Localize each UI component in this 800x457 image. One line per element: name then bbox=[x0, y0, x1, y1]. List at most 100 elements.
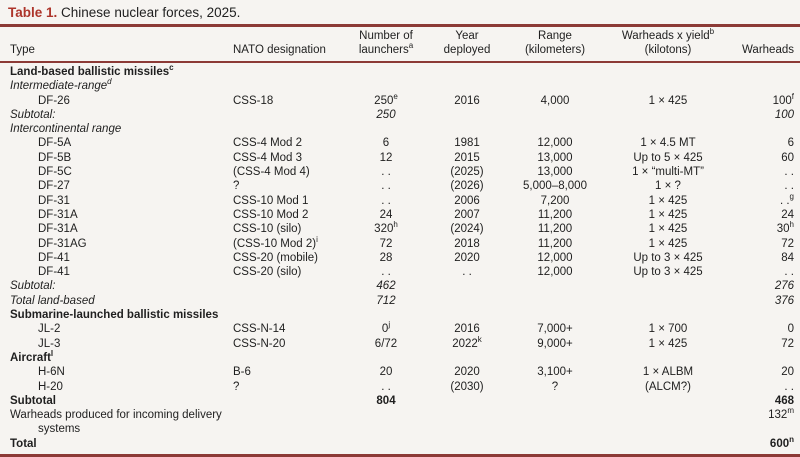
table-row: Total land-based 712 376 bbox=[0, 294, 800, 308]
cell-nato-designation: CSS-4 Mod 2 bbox=[233, 137, 303, 150]
column-header-range: Range (kilometers) bbox=[524, 30, 586, 56]
column-header-type: Type bbox=[10, 43, 35, 56]
table-row: DF-41 CSS-20 (mobile) 28 2020 12,000 Up to 3 … bbox=[0, 251, 800, 265]
table-row: Land-based ballistic missilesc bbox=[0, 64, 800, 79]
cell-range: 11,200 bbox=[537, 237, 573, 250]
cell-type: Subtotal bbox=[10, 394, 56, 407]
cell-nato-designation: CSS-20 (silo) bbox=[233, 266, 302, 279]
cell-type: Intermediate-ranged bbox=[10, 77, 112, 93]
cell-warheads: . . bbox=[784, 266, 794, 279]
cell-warheads: 6 bbox=[787, 137, 794, 150]
cell-launchers: 804 bbox=[376, 394, 396, 407]
table-row: Subtotal: 462 276 bbox=[0, 279, 800, 293]
cell-year-deployed: 2016 bbox=[454, 94, 480, 107]
cell-type: JL-3 bbox=[38, 337, 61, 350]
cell-warheads-yield: 1 × 425 bbox=[648, 237, 688, 250]
cell-range: 12,000 bbox=[537, 251, 573, 264]
cell-type: DF-5B bbox=[38, 151, 72, 164]
cell-launchers: . . bbox=[381, 266, 391, 279]
cell-type: DF-5A bbox=[38, 137, 72, 150]
cell-launchers: 250e bbox=[374, 91, 398, 107]
table-body: Land-based ballistic missilesc Intermedia… bbox=[0, 63, 800, 451]
cell-launchers: 72 bbox=[379, 237, 393, 250]
table-row: JL-2 CSS-N-14 0j 2016 7,000+ 1 × 700 0 bbox=[0, 320, 800, 336]
cell-type: H-20 bbox=[38, 380, 63, 393]
cell-warheads: 100f bbox=[772, 91, 794, 107]
cell-nato-designation: CSS-20 (mobile) bbox=[233, 251, 318, 264]
cell-warheads-yield: (ALCM?) bbox=[644, 380, 691, 393]
cell-warheads: . . bbox=[784, 180, 794, 193]
cell-year-deployed: 2020 bbox=[454, 366, 480, 379]
cell-type: Total bbox=[10, 437, 37, 450]
cell-launchers: 6/72 bbox=[374, 337, 398, 350]
table-row: DF-31 CSS-10 Mod 1 . . 2006 7,200 1 × 425 . .g bbox=[0, 191, 800, 208]
caption-text: Chinese nuclear forces, 2025. bbox=[57, 5, 241, 20]
table-row: Total 600n bbox=[0, 434, 800, 451]
cell-year-deployed: 1981 bbox=[454, 137, 480, 150]
cell-year-deployed: 2015 bbox=[454, 151, 480, 164]
cell-nato-designation: B-6 bbox=[233, 366, 251, 379]
cell-warheads-yield: 1 × “multi-MT” bbox=[632, 166, 704, 179]
table-row: DF-27? . . (2026) 5,000–8,000 1 × ? . . bbox=[0, 179, 800, 193]
cell-year-deployed: 2016 bbox=[454, 323, 480, 336]
cell-range: 13,000 bbox=[537, 166, 573, 179]
cell-range: 11,200 bbox=[537, 208, 573, 221]
cell-range: 12,000 bbox=[537, 266, 573, 279]
cell-year-deployed: 2006 bbox=[454, 194, 480, 207]
cell-nato-designation: CSS-10 (silo) bbox=[233, 223, 302, 236]
cell-nato-designation: (CSS-10 Mod 2)i bbox=[233, 234, 318, 250]
table-row: JL-3 CSS-N-20 6/72 2022k 9,000+ 1 × 425 72 bbox=[0, 334, 800, 351]
header-rule bbox=[0, 61, 800, 63]
cell-type: Total land-based bbox=[10, 294, 95, 307]
cell-warheads: . .g bbox=[779, 191, 794, 207]
cell-year-deployed: (2025) bbox=[450, 166, 484, 179]
cell-warheads: 100 bbox=[774, 108, 794, 121]
cell-launchers: 28 bbox=[379, 251, 393, 264]
cell-type: JL-2 bbox=[38, 323, 61, 336]
cell-warheads: 20 bbox=[781, 366, 794, 379]
table-row: DF-31A CSS-10 Mod 2 24 2007 11,200 1 × 425 24 bbox=[0, 208, 800, 222]
cell-nato-designation: ? bbox=[233, 380, 240, 393]
cell-warheads: 600n bbox=[769, 434, 794, 450]
cell-range: 5,000–8,000 bbox=[523, 180, 587, 193]
table-caption: Table 1. Chinese nuclear forces, 2025. bbox=[0, 0, 800, 24]
cell-year-deployed: 2022k bbox=[452, 334, 482, 350]
cell-launchers: 250 bbox=[376, 108, 396, 121]
cell-launchers: 712 bbox=[376, 294, 396, 307]
cell-warheads: 24 bbox=[781, 208, 794, 221]
cell-range: 11,200 bbox=[537, 223, 573, 236]
table-row: Intermediate-ranged bbox=[0, 77, 800, 93]
cell-year-deployed: 2018 bbox=[454, 237, 480, 250]
cell-launchers: 24 bbox=[379, 208, 393, 221]
table-row: H-20? . . (2030)? (ALCM?) . . bbox=[0, 380, 800, 394]
cell-warheads-yield: 1 × 425 bbox=[648, 94, 688, 107]
table-row: DF-41 CSS-20 (silo) . . . . 12,000 Up to 3 × … bbox=[0, 265, 800, 279]
cell-nato-designation: CSS-10 Mod 1 bbox=[233, 194, 309, 207]
cell-launchers: 0j bbox=[381, 320, 391, 336]
table-row: H-6N B-6 20 2020 3,100+ 1 × ALBM 20 bbox=[0, 365, 800, 379]
cell-type: Subtotal: bbox=[10, 108, 56, 121]
cell-type: DF-31 bbox=[38, 194, 70, 207]
cell-launchers: 320h bbox=[374, 220, 398, 236]
cell-year-deployed: 2020 bbox=[454, 251, 480, 264]
cell-warheads: 60 bbox=[781, 151, 794, 164]
cell-warheads-yield: Up to 3 × 425 bbox=[633, 251, 703, 264]
cell-warheads-yield: 1 × 700 bbox=[648, 323, 688, 336]
cell-warheads: 132m bbox=[768, 406, 794, 422]
cell-type: Submarine-launched ballistic missiles bbox=[10, 309, 219, 322]
cell-nato-designation: CSS-18 bbox=[233, 94, 274, 107]
cell-type: Warheads produced for incoming delivery … bbox=[10, 409, 222, 436]
table-row: Intercontinental range bbox=[0, 122, 800, 136]
cell-type: DF-26 bbox=[38, 94, 70, 107]
cell-warheads-yield: 1 × 425 bbox=[648, 208, 688, 221]
cell-warheads: . . bbox=[784, 380, 794, 393]
cell-warheads: 376 bbox=[774, 294, 794, 307]
cell-nato-designation: ? bbox=[233, 180, 240, 193]
cell-range: 13,000 bbox=[537, 151, 573, 164]
cell-warheads-yield: Up to 3 × 425 bbox=[633, 266, 703, 279]
cell-warheads-yield: 1 × ALBM bbox=[642, 366, 694, 379]
cell-nato-designation: (CSS-4 Mod 4) bbox=[233, 166, 310, 179]
column-header-warheads: Warheads bbox=[742, 43, 794, 56]
column-header-launchers: Number of launchersa bbox=[358, 30, 414, 56]
